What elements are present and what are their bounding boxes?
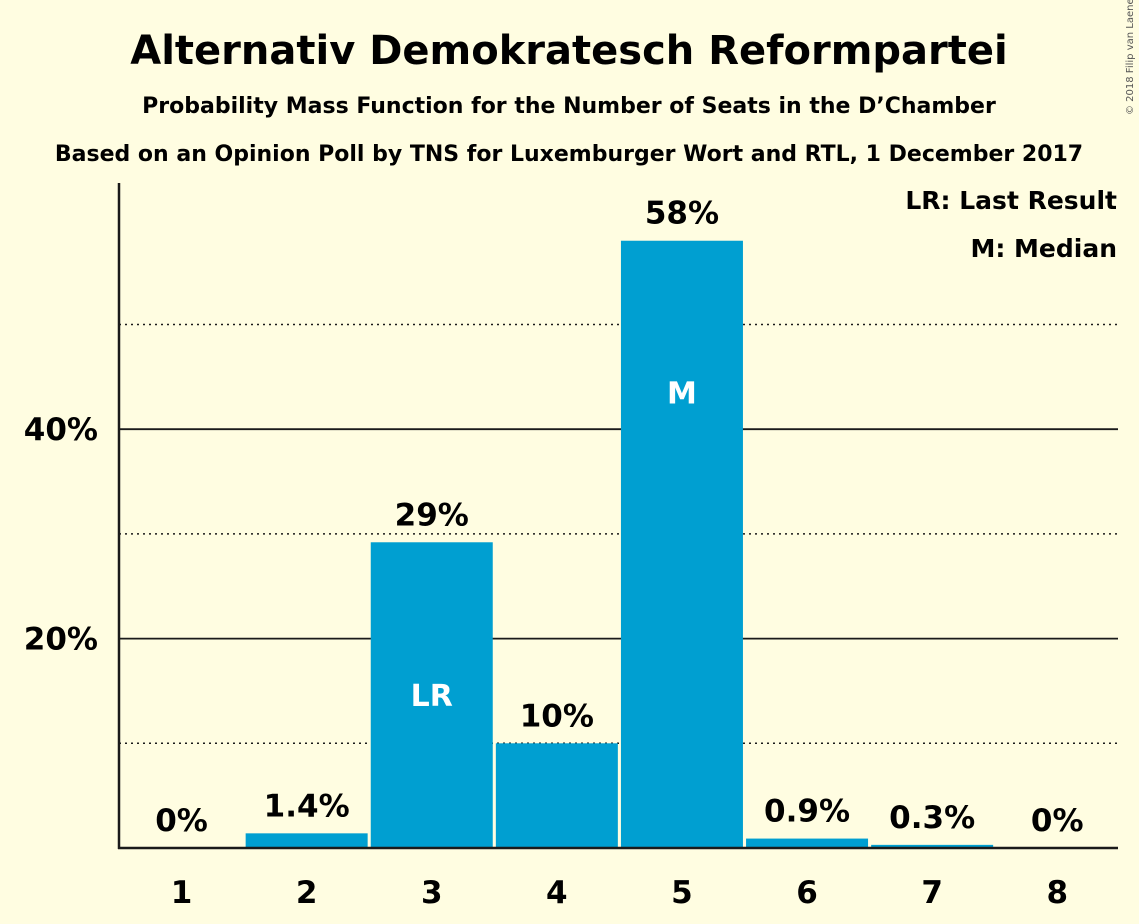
bar bbox=[495, 743, 618, 848]
x-tick-label: 6 bbox=[796, 875, 818, 911]
bars bbox=[245, 240, 994, 849]
legend-last-result: LR: Last Result bbox=[905, 186, 1117, 215]
data-label: 0% bbox=[155, 803, 208, 839]
data-label: 0% bbox=[1031, 803, 1084, 839]
data-label: 29% bbox=[395, 497, 469, 533]
x-tick-label: 1 bbox=[171, 875, 193, 911]
x-tick-label: 4 bbox=[546, 875, 568, 911]
x-tick-label: 2 bbox=[296, 875, 318, 911]
bar bbox=[245, 833, 368, 848]
axes: 20% 40% 1 2 3 4 5 6 7 8 bbox=[24, 183, 1118, 911]
data-label: 0.3% bbox=[889, 800, 975, 836]
x-tick-label: 3 bbox=[421, 875, 443, 911]
x-tick-label: 7 bbox=[921, 875, 943, 911]
data-labels: 0% 1.4% 29% LR 10% 58% M 0.9% 0.3% 0% bbox=[155, 196, 1083, 839]
data-label: 1.4% bbox=[264, 788, 350, 824]
x-tick-label: 5 bbox=[671, 875, 693, 911]
bar bbox=[370, 542, 493, 848]
y-tick-label: 40% bbox=[24, 412, 98, 448]
copyright-notice: © 2018 Filip van Laenen bbox=[1125, 0, 1136, 115]
data-label: 58% bbox=[645, 196, 719, 232]
legend-median: M: Median bbox=[970, 234, 1117, 263]
chart-subtitle: Probability Mass Function for the Number… bbox=[142, 94, 996, 119]
data-label: 0.9% bbox=[764, 794, 850, 830]
bar-inner-label: LR bbox=[411, 679, 453, 714]
bar bbox=[746, 838, 869, 848]
chart-title: Alternativ Demokratesch Reformpartei bbox=[130, 28, 1007, 74]
chart-subtitle-source: Based on an Opinion Poll by TNS for Luxe… bbox=[55, 142, 1083, 167]
y-tick-label: 20% bbox=[24, 622, 98, 658]
bar bbox=[620, 240, 743, 849]
gridlines bbox=[119, 323, 1118, 745]
x-tick-label: 8 bbox=[1046, 875, 1068, 911]
bar bbox=[871, 844, 994, 848]
bar-inner-label: M bbox=[667, 376, 697, 411]
data-label: 10% bbox=[520, 698, 594, 734]
